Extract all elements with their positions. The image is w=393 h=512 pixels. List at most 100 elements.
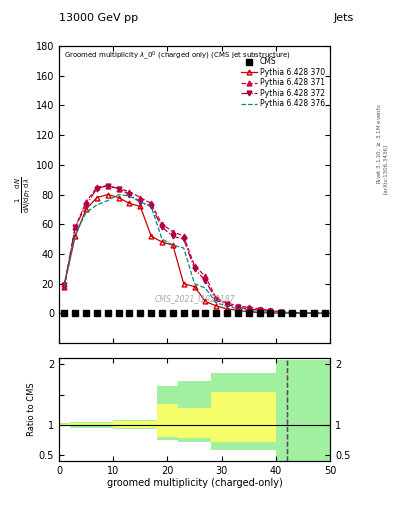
Pythia 6.428 371 — [84, 199, 88, 205]
Pythia 6.428 371 — [290, 310, 294, 316]
CMS — [268, 310, 273, 316]
Pythia 6.428 376 — [192, 281, 197, 287]
Pythia 6.428 371 — [105, 183, 110, 189]
Legend: CMS, Pythia 6.428 370, Pythia 6.428 371, Pythia 6.428 372, Pythia 6.428 376: CMS, Pythia 6.428 370, Pythia 6.428 371,… — [240, 56, 326, 110]
Pythia 6.428 372 — [235, 304, 240, 310]
Pythia 6.428 370 — [268, 310, 273, 316]
Y-axis label: $\frac{1}{\mathrm{d}N/\mathrm{d}p_\mathrm{T}}\frac{\mathrm{d}N}{\mathrm{d}\lambd: $\frac{1}{\mathrm{d}N/\mathrm{d}p_\mathr… — [13, 177, 33, 212]
Pythia 6.428 371 — [214, 295, 219, 302]
CMS — [225, 310, 230, 316]
Pythia 6.428 372 — [312, 310, 316, 316]
Pythia 6.428 370 — [301, 310, 305, 316]
CMS — [279, 310, 284, 316]
Pythia 6.428 370 — [62, 281, 67, 287]
Pythia 6.428 370 — [322, 310, 327, 316]
Pythia 6.428 372 — [127, 191, 132, 198]
Pythia 6.428 370 — [257, 310, 262, 316]
Pythia 6.428 371 — [279, 309, 284, 315]
Pythia 6.428 376 — [203, 285, 208, 291]
Pythia 6.428 370 — [290, 310, 294, 316]
Pythia 6.428 370 — [203, 298, 208, 305]
Pythia 6.428 371 — [62, 284, 67, 290]
Pythia 6.428 371 — [160, 221, 164, 227]
Pythia 6.428 370 — [138, 203, 143, 209]
Pythia 6.428 376 — [138, 199, 143, 205]
Pythia 6.428 372 — [257, 307, 262, 313]
CMS — [160, 310, 164, 316]
Pythia 6.428 372 — [116, 185, 121, 191]
CMS — [62, 310, 67, 316]
Line: Pythia 6.428 371: Pythia 6.428 371 — [62, 183, 327, 316]
Text: [arXiv:1306.3436]: [arXiv:1306.3436] — [383, 144, 387, 194]
Pythia 6.428 372 — [84, 202, 88, 208]
Pythia 6.428 376 — [105, 198, 110, 204]
CMS — [105, 310, 110, 316]
Pythia 6.428 376 — [62, 284, 67, 290]
Pythia 6.428 376 — [322, 310, 327, 316]
Pythia 6.428 372 — [73, 224, 77, 230]
CMS — [149, 310, 154, 316]
Pythia 6.428 371 — [246, 304, 251, 310]
Pythia 6.428 370 — [116, 195, 121, 201]
CMS — [192, 310, 197, 316]
Pythia 6.428 371 — [225, 300, 230, 306]
Pythia 6.428 376 — [95, 202, 99, 208]
CMS — [73, 310, 77, 316]
Pythia 6.428 372 — [279, 309, 284, 315]
Pythia 6.428 371 — [127, 188, 132, 195]
Pythia 6.428 376 — [181, 245, 186, 251]
Pythia 6.428 371 — [257, 306, 262, 312]
Pythia 6.428 370 — [160, 239, 164, 245]
Pythia 6.428 370 — [84, 206, 88, 212]
CMS — [290, 310, 294, 316]
Pythia 6.428 370 — [246, 309, 251, 315]
CMS — [246, 310, 251, 316]
Pythia 6.428 372 — [149, 203, 154, 209]
Text: Groomed multiplicity $\lambda\_0^0$ (charged only) (CMS jet substructure): Groomed multiplicity $\lambda\_0^0$ (cha… — [64, 49, 291, 62]
Line: Pythia 6.428 376: Pythia 6.428 376 — [64, 195, 325, 313]
X-axis label: groomed multiplicity (charged-only): groomed multiplicity (charged-only) — [107, 478, 283, 488]
Pythia 6.428 371 — [73, 224, 77, 230]
Pythia 6.428 376 — [171, 242, 175, 248]
Pythia 6.428 370 — [127, 200, 132, 206]
Pythia 6.428 370 — [214, 303, 219, 309]
Pythia 6.428 376 — [279, 310, 284, 316]
Pythia 6.428 372 — [203, 278, 208, 284]
Pythia 6.428 372 — [322, 310, 327, 316]
Pythia 6.428 371 — [322, 310, 327, 316]
Pythia 6.428 372 — [192, 266, 197, 272]
Y-axis label: Ratio to CMS: Ratio to CMS — [27, 383, 36, 436]
Pythia 6.428 372 — [290, 310, 294, 316]
Line: CMS: CMS — [62, 311, 327, 316]
CMS — [322, 310, 327, 316]
CMS — [171, 310, 175, 316]
Pythia 6.428 370 — [312, 310, 316, 316]
Pythia 6.428 372 — [171, 233, 175, 239]
Pythia 6.428 376 — [225, 303, 230, 309]
Text: CMS_2021_I1920187: CMS_2021_I1920187 — [154, 294, 235, 303]
CMS — [203, 310, 208, 316]
Line: Pythia 6.428 370: Pythia 6.428 370 — [62, 192, 327, 316]
Pythia 6.428 372 — [160, 224, 164, 230]
CMS — [95, 310, 99, 316]
Pythia 6.428 376 — [127, 193, 132, 199]
Pythia 6.428 376 — [235, 306, 240, 312]
Pythia 6.428 376 — [257, 309, 262, 315]
Pythia 6.428 372 — [246, 306, 251, 312]
Pythia 6.428 371 — [203, 273, 208, 279]
CMS — [312, 310, 316, 316]
Pythia 6.428 372 — [225, 302, 230, 308]
Pythia 6.428 372 — [268, 308, 273, 314]
Pythia 6.428 370 — [105, 191, 110, 198]
CMS — [301, 310, 305, 316]
Pythia 6.428 371 — [149, 200, 154, 206]
Pythia 6.428 370 — [149, 233, 154, 239]
Pythia 6.428 370 — [73, 233, 77, 239]
Pythia 6.428 372 — [301, 310, 305, 316]
Text: Jets: Jets — [333, 13, 354, 23]
Pythia 6.428 371 — [171, 228, 175, 234]
CMS — [138, 310, 143, 316]
Text: Rivet 3.1.10, $\geq$ 3.1M events: Rivet 3.1.10, $\geq$ 3.1M events — [375, 103, 383, 184]
Pythia 6.428 372 — [62, 282, 67, 288]
Pythia 6.428 371 — [268, 307, 273, 313]
